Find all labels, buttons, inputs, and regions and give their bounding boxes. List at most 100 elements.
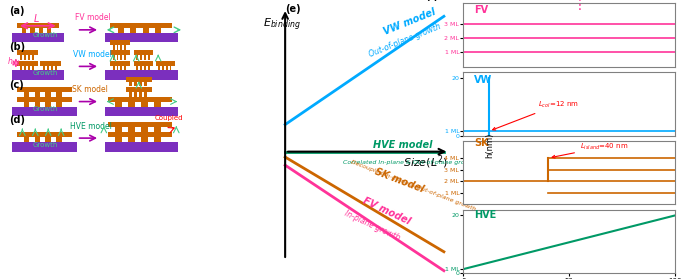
Bar — [57, 137, 61, 142]
Bar — [141, 127, 148, 132]
Bar — [17, 23, 59, 28]
Bar — [20, 66, 22, 70]
Bar — [155, 61, 175, 66]
Bar — [143, 28, 149, 33]
Bar — [129, 92, 132, 97]
Bar — [134, 61, 153, 66]
Bar — [124, 45, 126, 50]
Bar — [139, 92, 142, 97]
Bar — [17, 50, 38, 55]
Bar — [147, 66, 149, 70]
Bar — [170, 66, 171, 70]
Bar — [46, 137, 51, 142]
Bar — [43, 66, 45, 70]
Bar — [117, 45, 119, 50]
Text: FV: FV — [474, 5, 488, 15]
Bar — [158, 66, 160, 70]
Text: HVE model: HVE model — [373, 140, 433, 150]
Bar — [35, 137, 40, 142]
Text: (c): (c) — [10, 80, 24, 90]
Bar — [57, 102, 61, 107]
Text: Decoupled In-plane & Out-of-plane growth: Decoupled In-plane & Out-of-plane growth — [351, 160, 477, 212]
Bar — [55, 66, 57, 70]
Bar — [166, 66, 168, 70]
Bar — [31, 28, 35, 33]
Text: SK: SK — [474, 138, 489, 148]
Bar — [121, 66, 122, 70]
Bar — [154, 102, 161, 107]
Text: $h_t$: $h_t$ — [7, 56, 16, 68]
Text: (a): (a) — [10, 6, 25, 16]
Bar — [32, 66, 34, 70]
Bar — [140, 55, 142, 60]
Bar — [117, 55, 119, 60]
Text: Growth: Growth — [33, 32, 58, 39]
Text: (e): (e) — [285, 4, 301, 14]
Text: SK model: SK model — [373, 166, 426, 194]
Bar — [24, 102, 29, 107]
Bar — [124, 66, 126, 70]
Text: HVE model: HVE model — [70, 122, 112, 131]
Bar — [115, 102, 122, 107]
Bar — [154, 137, 161, 142]
Bar — [126, 87, 151, 92]
Bar — [141, 137, 148, 142]
Text: $Size(L^2)$: $Size(L^2)$ — [402, 154, 447, 171]
Bar — [57, 92, 61, 97]
Bar — [32, 55, 34, 60]
Text: FV model: FV model — [361, 196, 412, 227]
Bar — [17, 97, 72, 102]
Bar — [130, 28, 136, 33]
Bar — [47, 28, 51, 33]
Bar — [136, 55, 138, 60]
Bar — [162, 66, 164, 70]
Bar — [128, 102, 135, 107]
Text: Growth: Growth — [33, 142, 58, 148]
Bar — [110, 40, 130, 45]
Bar — [147, 55, 149, 60]
Text: ⋮: ⋮ — [573, 0, 587, 12]
Bar — [134, 92, 136, 97]
Bar — [17, 61, 38, 66]
Bar — [28, 66, 30, 70]
Bar — [24, 55, 26, 60]
Bar — [129, 81, 132, 86]
Text: (b): (b) — [10, 42, 25, 52]
Bar — [35, 102, 40, 107]
Bar — [110, 50, 130, 55]
Text: $L_{col}$=12 nm: $L_{col}$=12 nm — [492, 100, 578, 130]
Text: (f): (f) — [426, 0, 439, 1]
Bar — [117, 66, 119, 70]
Bar — [134, 81, 136, 86]
Bar — [134, 50, 153, 55]
Bar — [141, 102, 148, 107]
Bar — [140, 66, 142, 70]
Text: VW model: VW model — [382, 7, 437, 37]
Bar — [121, 55, 122, 60]
Bar — [22, 28, 27, 33]
Text: Correlated In-plane & Out-of-plane growth: Correlated In-plane & Out-of-plane growt… — [343, 160, 477, 165]
Text: FV model: FV model — [74, 13, 110, 22]
Bar — [113, 66, 115, 70]
Bar — [46, 92, 51, 97]
Bar — [145, 92, 147, 97]
Bar — [139, 81, 142, 86]
Text: $L_{island}$=40 nm: $L_{island}$=40 nm — [552, 142, 628, 158]
Bar — [40, 61, 61, 66]
Bar — [47, 66, 49, 70]
Bar — [108, 97, 173, 102]
Bar — [154, 127, 161, 132]
Bar — [12, 107, 76, 116]
Text: VW: VW — [474, 75, 492, 85]
Bar — [108, 122, 173, 127]
Bar — [126, 77, 151, 81]
Bar — [12, 33, 63, 42]
Bar — [144, 55, 146, 60]
Text: Out-of-plane growth: Out-of-plane growth — [368, 22, 443, 59]
Bar — [124, 55, 126, 60]
Text: Growth: Growth — [33, 106, 58, 112]
Bar — [24, 66, 26, 70]
Bar — [113, 55, 115, 60]
Bar — [108, 133, 173, 137]
Bar — [121, 45, 122, 50]
